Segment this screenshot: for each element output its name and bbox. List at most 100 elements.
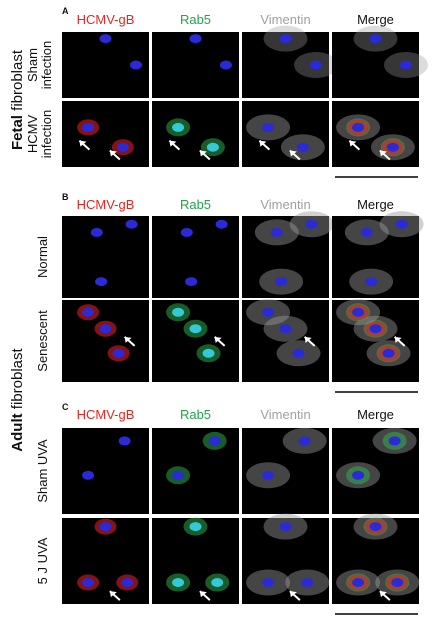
arrow-head <box>289 591 297 598</box>
micrograph <box>152 32 239 98</box>
micrograph <box>332 299 419 382</box>
nucleus <box>118 436 131 446</box>
micrograph <box>332 101 419 167</box>
micrograph <box>62 428 149 514</box>
row-label: infection <box>39 110 54 158</box>
group-label: Adult fibroblast <box>9 347 26 451</box>
nucleus <box>395 219 408 229</box>
column-header: Vimentin <box>260 12 310 27</box>
micrograph <box>62 101 149 167</box>
micrograph <box>152 216 239 298</box>
micrograph <box>152 517 239 604</box>
column-header: Rab5 <box>180 197 211 212</box>
nucleus <box>298 436 311 446</box>
nucleus <box>296 142 309 152</box>
image-bg <box>62 216 149 298</box>
arrow-head <box>109 150 117 157</box>
column-header: Vimentin <box>260 407 310 422</box>
row-label: 5 J UVA <box>35 537 50 584</box>
row-label: Sham UVA <box>35 439 50 503</box>
nucleus <box>369 34 382 44</box>
panel-letter: C <box>62 402 69 412</box>
nucleus <box>211 578 224 587</box>
nucleus <box>172 122 185 132</box>
nucleus <box>208 436 221 446</box>
arrow-head <box>379 150 387 157</box>
nucleus <box>382 348 395 358</box>
nucleus <box>279 324 292 334</box>
arrow-head <box>349 140 357 147</box>
nucleus <box>262 122 275 132</box>
nucleus <box>172 307 185 317</box>
nucleus <box>386 142 399 152</box>
arrow-head <box>79 140 87 147</box>
nucleus <box>365 277 378 287</box>
group-label: Fetal fibroblast <box>9 49 26 150</box>
micrograph <box>242 513 330 604</box>
nucleus <box>262 578 275 587</box>
nucleus <box>82 122 95 132</box>
arrow-head <box>199 591 207 598</box>
micrograph <box>62 216 149 298</box>
column-header: Vimentin <box>260 197 310 212</box>
arrow-head <box>289 150 297 157</box>
image-bg <box>152 101 239 167</box>
group-bold: Adult <box>9 413 26 451</box>
nucleus <box>82 307 95 317</box>
image-bg <box>332 101 419 167</box>
column-header: Merge <box>357 12 394 27</box>
nucleus <box>270 227 283 237</box>
column-header: Merge <box>357 197 394 212</box>
micrograph <box>242 427 329 514</box>
nucleus <box>275 277 288 287</box>
nucleus <box>292 348 305 358</box>
nucleus <box>202 348 215 358</box>
nucleus <box>399 60 412 70</box>
nucleus <box>262 307 275 317</box>
image-bg <box>242 101 329 167</box>
arrow-head <box>109 591 117 598</box>
nucleus <box>279 522 292 532</box>
nucleus <box>185 277 198 287</box>
micrograph <box>332 25 428 98</box>
nucleus <box>352 578 365 587</box>
micrograph <box>242 211 334 298</box>
micrograph <box>242 299 329 382</box>
micrograph <box>242 101 329 167</box>
nucleus <box>180 227 193 237</box>
micrograph <box>62 300 149 382</box>
arrow-head <box>214 336 222 343</box>
arrow-head <box>124 336 132 343</box>
nucleus <box>112 348 125 358</box>
arrow-head <box>379 591 387 598</box>
nucleus <box>82 470 95 480</box>
nucleus <box>279 34 292 44</box>
nucleus <box>352 470 365 480</box>
nucleus <box>352 122 365 132</box>
micrograph <box>62 518 149 604</box>
nucleus <box>391 578 404 587</box>
micrograph <box>332 211 424 298</box>
nucleus <box>189 34 202 44</box>
group-text: fibroblast <box>9 347 26 409</box>
image-bg <box>152 216 239 298</box>
column-header: HCMV-gB <box>77 12 135 27</box>
arrow-head <box>304 336 312 343</box>
nucleus <box>369 522 382 532</box>
nucleus <box>116 142 129 152</box>
image-bg <box>62 300 149 382</box>
panel-letter: A <box>62 6 69 16</box>
row-label: Sham <box>25 48 40 82</box>
nucleus <box>360 227 373 237</box>
nucleus <box>215 219 228 229</box>
column-header: Merge <box>357 407 394 422</box>
panel-letter: B <box>62 192 69 202</box>
arrow-head <box>199 150 207 157</box>
nucleus <box>172 578 185 587</box>
nucleus <box>206 142 219 152</box>
column-header: Rab5 <box>180 12 211 27</box>
arrow-head <box>394 336 402 343</box>
row-label: Normal <box>35 236 50 278</box>
micrograph <box>152 428 239 514</box>
